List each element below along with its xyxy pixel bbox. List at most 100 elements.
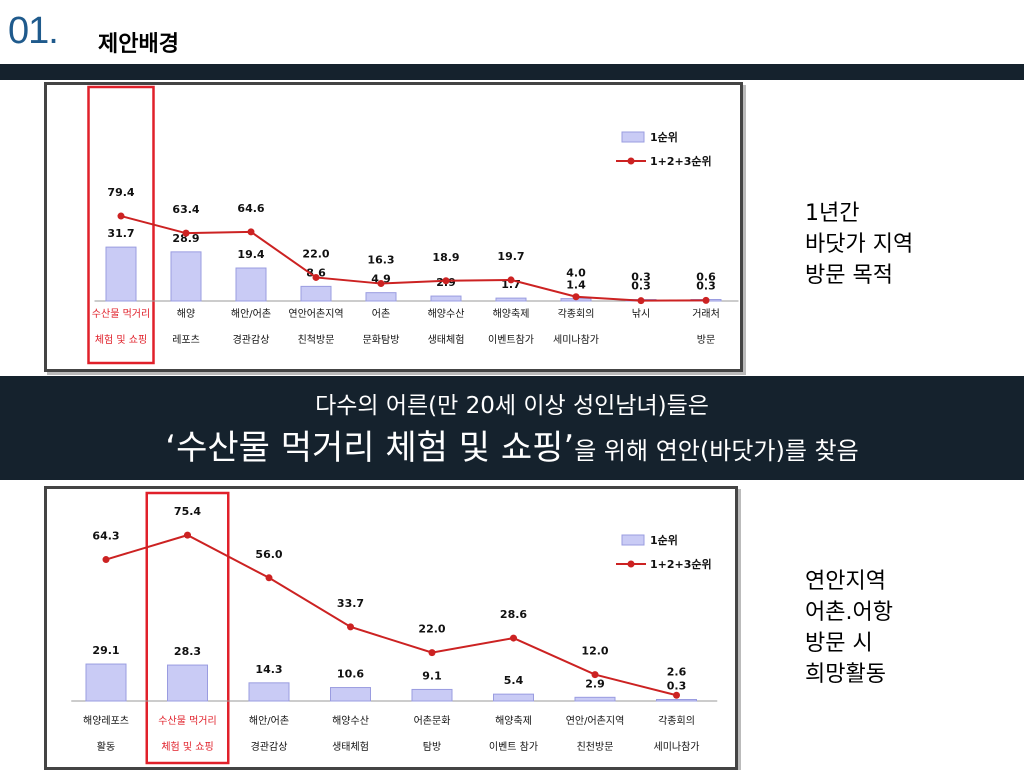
note-visit-purpose: 1년간 바닷가 지역 방문 목적 [805, 198, 913, 291]
line-point [428, 649, 436, 657]
bar [411, 688, 453, 702]
legend-bar-label: 1순위 [650, 534, 678, 547]
legend-line-label: 1+2+3순위 [650, 558, 712, 571]
line-point [117, 212, 125, 220]
category-label: 경관감상 [251, 740, 288, 753]
bar-value-label: 0.3 [667, 680, 687, 693]
category-label: 해안/어촌 [249, 714, 289, 727]
note-line: 방문 시 [805, 631, 873, 656]
bar [248, 682, 290, 702]
banner-emphasis: ‘수산물 먹거리 체험 및 쇼핑’ [165, 428, 575, 468]
bar [300, 285, 332, 302]
bar [105, 246, 137, 302]
category-label: 이벤트 참가 [489, 741, 538, 753]
line-value-label: 16.3 [367, 254, 394, 267]
category-label: 낚시 [632, 308, 650, 320]
chart-visit-purpose: 31.728.919.48.64.92.91.71.40.30.379.463.… [44, 82, 743, 372]
category-label: 문화탐방 [363, 334, 400, 346]
bar [656, 699, 697, 702]
category-label: 체험 및 쇼핑 [95, 334, 147, 346]
line-value-label: 64.6 [237, 202, 264, 215]
section-title: 제안배경 [98, 31, 179, 57]
note-line: 어촌.어항 [805, 600, 893, 625]
highlight-box [87, 85, 155, 365]
bar [493, 693, 534, 702]
legend-bar-label: 1순위 [650, 131, 678, 144]
category-label: 활동 [97, 740, 115, 753]
chart-desired-activity: 29.1 28.3 14.3 10.6 9.1 5.4 2.9 0.3 64.3 75.4 56.0… [44, 486, 738, 770]
legend-line-marker [627, 560, 635, 568]
legend-line-label: 1+2+3순위 [650, 155, 712, 168]
line-point [637, 297, 645, 305]
category-label: 생태체험 [332, 741, 369, 753]
category-label: 해양축제 [495, 714, 532, 727]
category-label: 생태체험 [428, 334, 465, 346]
line-value-label: 0.6 [696, 270, 716, 283]
legend-bar-swatch [621, 534, 645, 546]
category-label: 해양 [177, 307, 195, 320]
note-line: 연안지역 [805, 569, 886, 594]
category-label: 친천방문 [577, 741, 614, 753]
line-point [673, 691, 680, 699]
category-label: 연안/어촌지역 [566, 715, 625, 727]
legend-bar-swatch [621, 131, 645, 143]
note-line: 방문 목적 [805, 263, 893, 288]
bar [85, 663, 127, 702]
bar-value-label: 0.3 [631, 280, 651, 293]
line-point [265, 574, 273, 582]
bar [430, 295, 462, 302]
line-point [510, 634, 517, 642]
banner-line-2: ‘수산물 먹거리 체험 및 쇼핑’을 위해 연안(바닷가)를 찾음 [0, 420, 1024, 469]
banner-line-1: 다수의 어른(만 20세 이상 성인남녀)들은 [315, 393, 709, 419]
bar-value-label: 28.9 [172, 232, 199, 245]
bar-value-label: 0.3 [696, 280, 716, 293]
line-point [184, 531, 191, 539]
category-label: 어촌문화 [414, 715, 451, 727]
bar [365, 292, 397, 302]
category-label: 방문 [697, 334, 715, 346]
note-line: 희망활동 [805, 662, 886, 687]
line-point [312, 273, 320, 281]
category-label: 어촌 [372, 308, 390, 320]
note-line: 바닷가 지역 [805, 232, 914, 257]
bar-value-label: 10.6 [337, 668, 364, 681]
category-label: 수산물 먹거리 [158, 715, 216, 727]
line-value-label: 2.6 [667, 665, 687, 678]
highlight-box [145, 491, 230, 765]
bar [574, 696, 616, 702]
line-point [702, 296, 710, 304]
line-value-label: 22.0 [418, 623, 445, 636]
series-line [105, 534, 677, 697]
line-value-label: 28.6 [500, 608, 527, 621]
category-label: 탐방 [423, 741, 441, 753]
note-desired-activity: 연안지역 어촌.어항 방문 시 희망활동 [805, 566, 893, 690]
line-point [442, 277, 450, 285]
category-label: 해안/어촌 [231, 307, 271, 320]
bar-value-label: 19.4 [237, 248, 264, 261]
series-line [120, 215, 707, 302]
line-value-label: 12.0 [581, 645, 608, 658]
bar-value-label: 31.7 [107, 227, 134, 240]
line-value-label: 18.9 [432, 251, 459, 264]
banner-rest: 을 위해 연안(바닷가)를 찾음 [574, 437, 859, 465]
line-point [102, 556, 110, 564]
bar-value-label: 9.1 [422, 669, 442, 682]
bar [235, 267, 267, 302]
category-label: 경관감상 [233, 333, 270, 346]
bar-value-label: 29.1 [92, 644, 119, 657]
category-label: 세미나참가 [553, 334, 599, 346]
category-label: 해양수산 [332, 714, 369, 727]
header-divider-bar [0, 64, 1024, 80]
category-label: 레포츠 [172, 334, 200, 346]
line-point [247, 228, 255, 236]
line-value-label: 33.7 [337, 597, 364, 610]
bar [170, 251, 202, 302]
chart-visit-purpose-svg: 31.728.919.48.64.92.91.71.40.30.379.463.… [87, 85, 739, 365]
bar-value-label: 28.3 [174, 645, 201, 658]
category-label: 이벤트참가 [488, 334, 534, 346]
line-value-label: 56.0 [255, 548, 282, 561]
bar-value-label: 5.4 [504, 674, 524, 687]
legend-line-marker [627, 157, 635, 165]
category-label: 각종회의 [658, 715, 695, 727]
line-value-label: 64.3 [92, 530, 119, 543]
